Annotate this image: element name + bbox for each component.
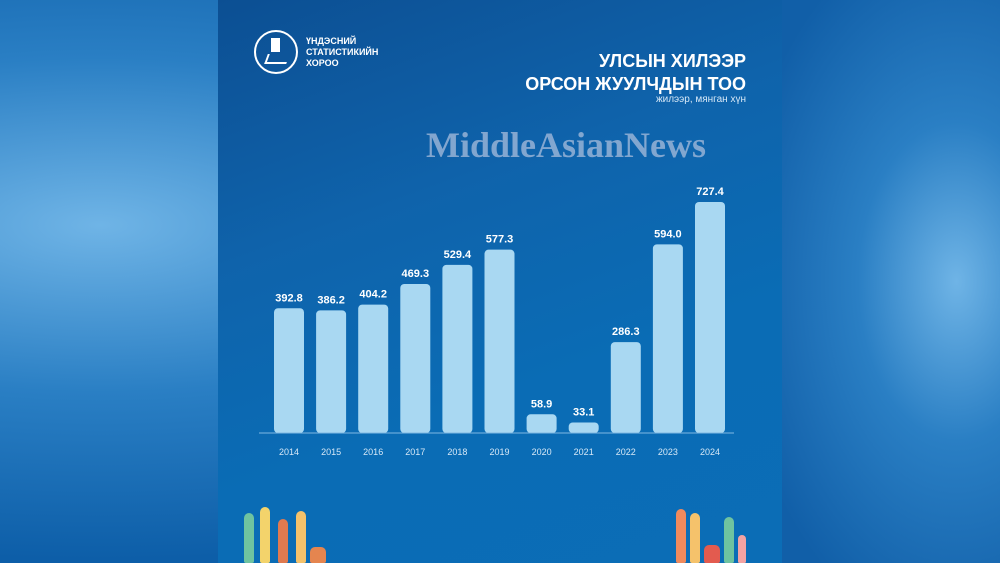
bar (274, 308, 304, 433)
logo-text: ҮНДЭСНИЙ СТАТИСТИКИЙН ХОРОО (306, 36, 378, 69)
logo-emblem-icon (254, 30, 298, 74)
category-label: 2019 (489, 447, 509, 457)
travelers-illustration-left (238, 503, 328, 563)
value-label: 404.2 (359, 289, 387, 301)
chart-subtitle: жилээр, мянган хүн (655, 94, 746, 105)
category-label: 2017 (405, 447, 425, 457)
category-label: 2015 (321, 447, 341, 457)
value-label: 286.3 (612, 326, 640, 338)
bar (400, 283, 431, 433)
category-label: 2018 (447, 447, 467, 457)
value-label: 577.3 (486, 234, 514, 246)
nso-logo: ҮНДЭСНИЙ СТАТИСТИКИЙН ХОРОО (254, 30, 378, 74)
value-label: 469.3 (402, 268, 430, 280)
value-label: 392.8 (275, 292, 303, 304)
category-label: 2016 (363, 447, 383, 457)
title-line: УЛСЫН ХИЛЭЭР (599, 51, 746, 71)
bar (358, 304, 389, 433)
category-label: 2024 (700, 447, 720, 457)
value-label: 594.0 (654, 228, 682, 240)
title-line: ОРСОН ЖУУЛЧДЫН ТОО (525, 74, 746, 94)
logo-line: СТАТИСТИКИЙН (306, 46, 379, 57)
category-label: 2022 (616, 447, 636, 457)
bar (652, 244, 683, 433)
bar (610, 342, 641, 433)
watermark: MiddleAsianNews (426, 125, 707, 165)
logo-line: ХОРОО (306, 57, 339, 68)
travelers-illustration-right (668, 503, 758, 563)
infographic-poster: ҮНДЭСНИЙ СТАТИСТИКИЙН ХОРОО УЛСЫН ХИЛЭЭР… (218, 0, 782, 563)
bar (484, 249, 515, 433)
chart-title: УЛСЫН ХИЛЭЭР ОРСОН ЖУУЛЧДЫН ТОО (525, 50, 746, 96)
value-label: 529.4 (444, 249, 472, 261)
bar (695, 202, 725, 433)
logo-line: ҮНДЭСНИЙ (306, 35, 357, 46)
category-label: 2014 (279, 447, 299, 457)
bar (568, 422, 599, 433)
category-label: 2021 (574, 447, 594, 457)
bar-chart: 392.8 2014 386.2 2015 404.2 2016 469.3 2017 529.… (259, 186, 734, 457)
value-label: 386.2 (317, 294, 345, 306)
bar (316, 310, 347, 433)
value-label: 58.9 (531, 398, 552, 410)
value-label: 33.1 (573, 406, 594, 418)
bar (442, 264, 473, 433)
category-label: 2020 (532, 447, 552, 457)
value-label: 727.4 (696, 186, 724, 198)
bar (526, 414, 557, 433)
background-blur (782, 0, 1000, 563)
category-label: 2023 (658, 447, 678, 457)
